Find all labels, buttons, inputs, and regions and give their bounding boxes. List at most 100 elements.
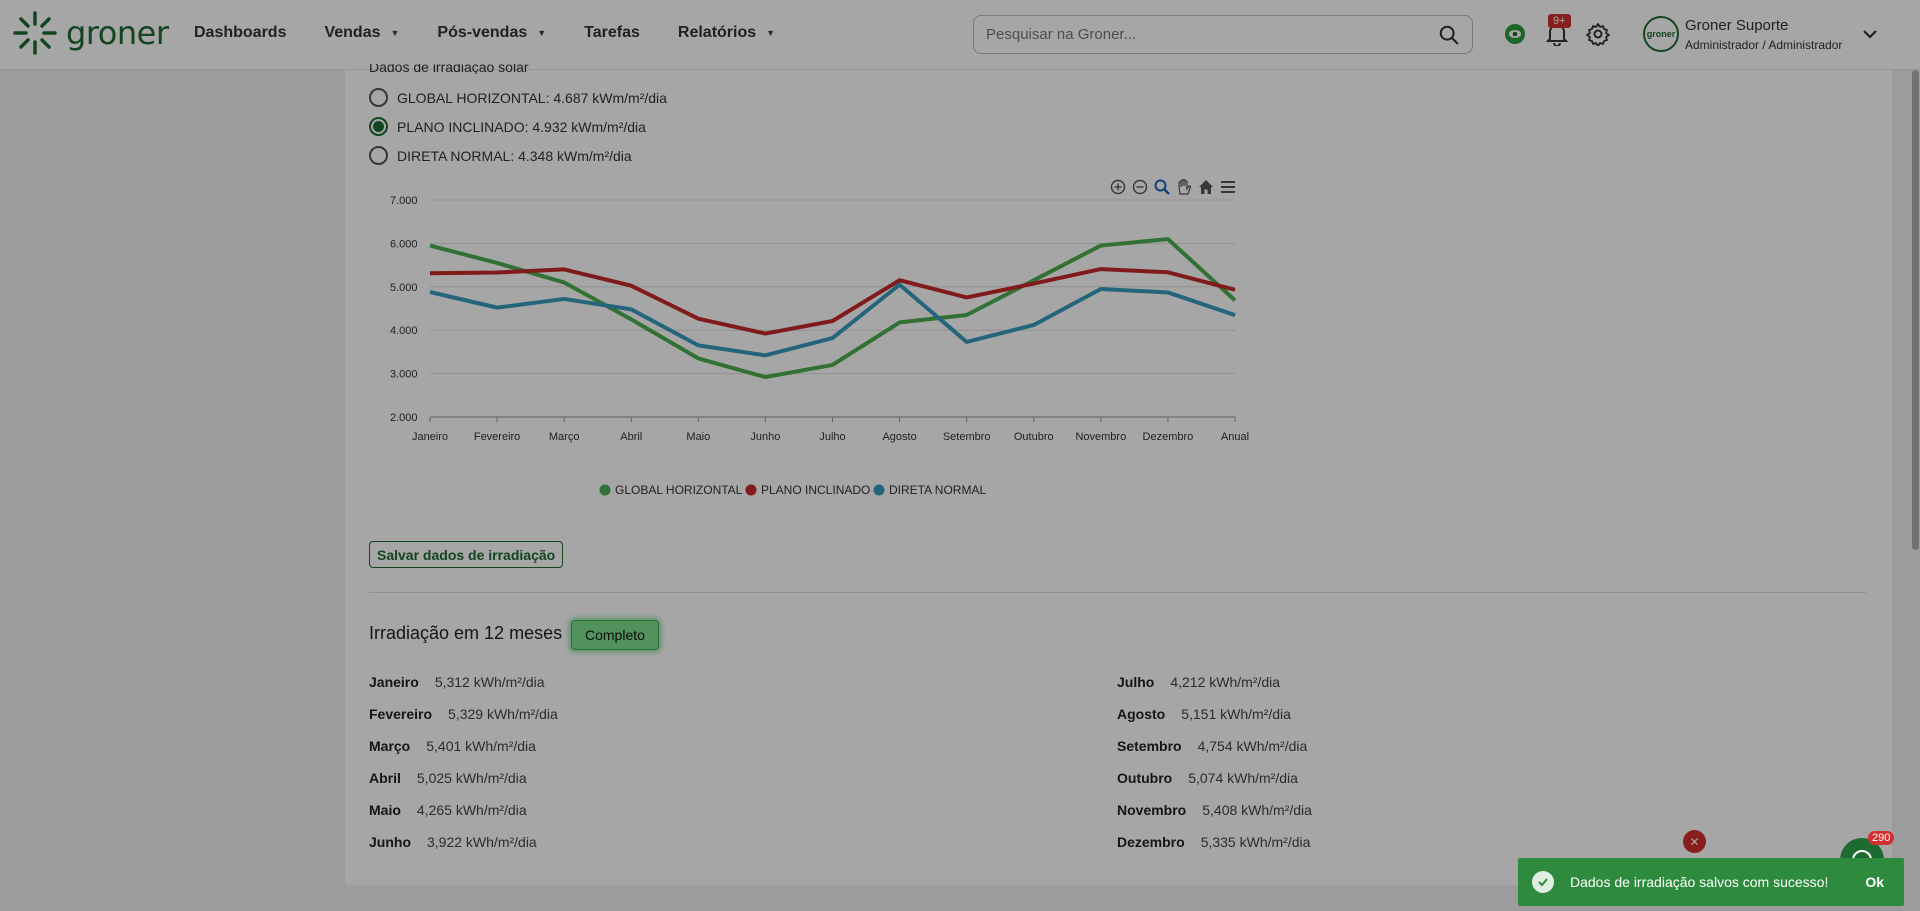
user-info: Groner Suporte Administrador / Administr… (1685, 17, 1842, 52)
gear-icon[interactable] (1586, 22, 1610, 46)
remove-month-button[interactable]: ✕ (1683, 830, 1706, 853)
save-irradiation-button[interactable]: Salvar dados de irradiação (369, 541, 564, 568)
caret-down-icon: ▼ (537, 28, 547, 38)
radio-global-horizontal[interactable]: GLOBAL HORIZONTAL: 4.687 kWm/m²/dia (369, 88, 667, 107)
zoom-in-icon[interactable] (1109, 178, 1127, 196)
legend-marker (873, 484, 885, 496)
radio-circle-checked (369, 117, 388, 136)
legend-label: GLOBAL HORIZONTAL (615, 483, 743, 497)
x-tick-label: Fevereiro (474, 431, 520, 443)
user-menu[interactable]: groner Groner Suporte Administrador / Ad… (1643, 16, 1842, 52)
x-tick-label: Janeiro (412, 431, 448, 443)
month-value: 4,265 kWh/m²/dia (416, 802, 527, 818)
month-name: Junho (369, 834, 411, 850)
month-value: 4,754 kWh/m²/dia (1197, 738, 1308, 754)
legend-label: DIRETA NORMAL (889, 483, 986, 497)
nav-vendas[interactable]: Vendas ▼ (324, 24, 399, 42)
y-tick-label: 5.000 (390, 282, 418, 294)
nav-tarefas[interactable]: Tarefas (584, 24, 640, 42)
radio-label: PLANO INCLINADO: 4.932 kWm/m²/dia (397, 118, 646, 135)
nav-label: Vendas (324, 24, 381, 41)
home-icon[interactable] (1197, 178, 1215, 196)
x-tick-label: Anual (1221, 431, 1249, 443)
irradiation-line-chart: 7.000 6.000 5.000 4.000 3.000 2.000 Janeiro Fev… (390, 195, 1249, 497)
radio-direta-normal[interactable]: DIRETA NORMAL: 4.348 kWm/m²/dia (369, 146, 632, 165)
month-value: 5,329 kWh/m²/dia (448, 706, 558, 722)
month-name: Fevereiro (369, 706, 433, 722)
month-value: 3,922 kWh/m²/dia (427, 834, 537, 850)
y-tick-label: 6.000 (390, 238, 418, 250)
month-name: Agosto (1117, 706, 1166, 722)
month-name: Abril (369, 770, 401, 786)
month-row: Dezembro 5,335 kWh/m²/dia (1117, 834, 1310, 850)
x-tick-label: Junho (750, 431, 780, 443)
month-value: 5,074 kWh/m²/dia (1188, 770, 1298, 786)
nav-dashboards[interactable]: Dashboards (194, 24, 286, 42)
search-input[interactable] (986, 26, 1438, 43)
radio-label: DIRETA NORMAL: 4.348 kWm/m²/dia (397, 147, 632, 164)
y-tick-label: 2.000 (390, 412, 418, 424)
nav-relatorios[interactable]: Relatórios ▼ (678, 24, 775, 42)
month-row: Março 5,401 kWh/m²/dia (369, 738, 536, 754)
x-tick-label: Setembro (943, 431, 991, 443)
radio-circle (369, 146, 388, 165)
x-tick-label: Julho (819, 431, 845, 443)
month-row: Fevereiro 5,329 kWh/m²/dia (369, 706, 558, 722)
month-row: Julho 4,212 kWh/m²/dia (1117, 674, 1280, 690)
month-row: Janeiro 5,312 kWh/m²/dia (369, 674, 545, 690)
radio-label: GLOBAL HORIZONTAL: 4.687 kWm/m²/dia (397, 89, 667, 106)
main-nav: Dashboards Vendas ▼ Pós-vendas ▼ Tarefas R… (194, 24, 813, 42)
toast-ok-button[interactable]: Ok (1865, 874, 1884, 890)
complete-status-button[interactable]: Completo (571, 620, 659, 650)
month-name: Outubro (1117, 770, 1173, 786)
nav-label: Tarefas (584, 24, 640, 41)
legend-marker (745, 484, 757, 496)
month-value: 5,312 kWh/m²/dia (434, 674, 545, 690)
radio-plano-inclinado[interactable]: PLANO INCLINADO: 4.932 kWm/m²/dia (369, 117, 646, 136)
chevron-down-icon[interactable] (1862, 28, 1878, 40)
search-box (973, 15, 1473, 54)
logo-text: groner (66, 14, 169, 52)
menu-icon[interactable] (1219, 178, 1237, 196)
avatar: groner (1643, 16, 1679, 52)
month-name: Novembro (1117, 802, 1187, 818)
pan-hand-icon[interactable] (1175, 178, 1193, 196)
top-header: groner Dashboards Vendas ▼ Pós-vendas ▼ Ta… (0, 0, 1920, 70)
search-icon[interactable] (1438, 24, 1460, 46)
month-value: 4,212 kWh/m²/dia (1170, 674, 1281, 690)
y-tick-label: 7.000 (390, 195, 418, 207)
irradiation-12-months-title: Irradiação em 12 meses (369, 623, 563, 643)
x-tick-label: Março (549, 431, 580, 443)
scrollbar-thumb[interactable] (1912, 70, 1919, 550)
month-name: Maio (369, 802, 401, 818)
month-row: Setembro 4,754 kWh/m²/dia (1117, 738, 1307, 754)
nav-pos-vendas[interactable]: Pós-vendas ▼ (437, 24, 546, 42)
nav-label: Relatórios (677, 24, 757, 41)
notification-badge: 9+ (1548, 14, 1571, 28)
user-name: Groner Suporte (1685, 16, 1789, 34)
page-scrollbar[interactable] (1911, 70, 1920, 911)
month-value: 5,151 kWh/m²/dia (1181, 706, 1291, 722)
zoom-out-icon[interactable] (1131, 178, 1149, 196)
month-name: Julho (1117, 674, 1155, 690)
month-row: Novembro 5,408 kWh/m²/dia (1117, 802, 1312, 818)
groner-sun-icon (13, 11, 57, 55)
success-toast: Dados de irradiação salvos com sucesso! … (1518, 858, 1904, 906)
groner-logo[interactable]: groner (12, 10, 169, 56)
month-row: Agosto 5,151 kWh/m²/dia (1117, 706, 1291, 722)
month-value: 5,335 kWh/m²/dia (1200, 834, 1311, 850)
month-name: Dezembro (1117, 834, 1185, 850)
month-name: Setembro (1117, 738, 1182, 754)
magnifier-icon[interactable] (1153, 178, 1171, 196)
x-tick-label: Dezembro (1143, 431, 1194, 443)
month-name: Março (369, 738, 411, 754)
month-row: Outubro 5,074 kWh/m²/dia (1117, 770, 1298, 786)
close-icon: ✕ (1689, 834, 1700, 849)
month-value: 5,408 kWh/m²/dia (1202, 802, 1312, 818)
month-row: Junho 3,922 kWh/m²/dia (369, 834, 537, 850)
caret-down-icon: ▼ (390, 28, 400, 38)
toast-message: Dados de irradiação salvos com sucesso! (1570, 874, 1829, 890)
chat-badge: 290 (1868, 831, 1895, 845)
eye-extension-icon[interactable] (1503, 22, 1527, 46)
